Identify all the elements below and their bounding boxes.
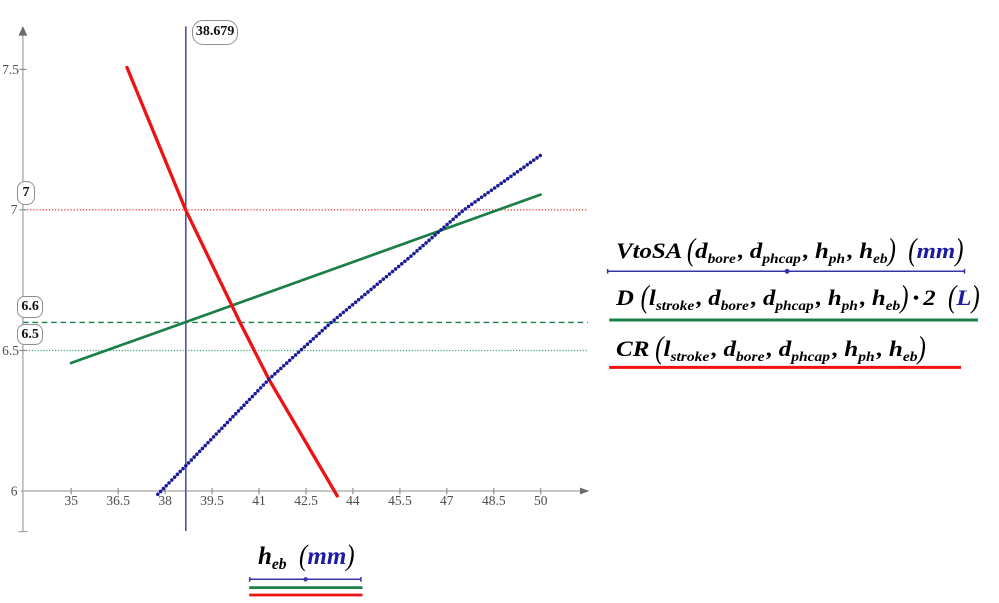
svg-text:42.5: 42.5 (294, 493, 318, 508)
svg-text:36.5: 36.5 (106, 493, 130, 508)
svg-text:44: 44 (346, 493, 360, 508)
svg-text:38: 38 (158, 493, 172, 508)
svg-text:7: 7 (11, 202, 18, 217)
svg-text:50: 50 (534, 493, 548, 508)
svg-text:41: 41 (252, 493, 266, 508)
svg-text:45.5: 45.5 (388, 493, 412, 508)
svg-text:6: 6 (11, 483, 18, 498)
svg-text:48.5: 48.5 (482, 493, 506, 508)
svg-text:47: 47 (440, 493, 454, 508)
svg-text:6.5: 6.5 (2, 343, 19, 358)
svg-text:35: 35 (64, 493, 78, 508)
svg-text:39.5: 39.5 (200, 493, 224, 508)
svg-text:7.5: 7.5 (2, 62, 19, 77)
